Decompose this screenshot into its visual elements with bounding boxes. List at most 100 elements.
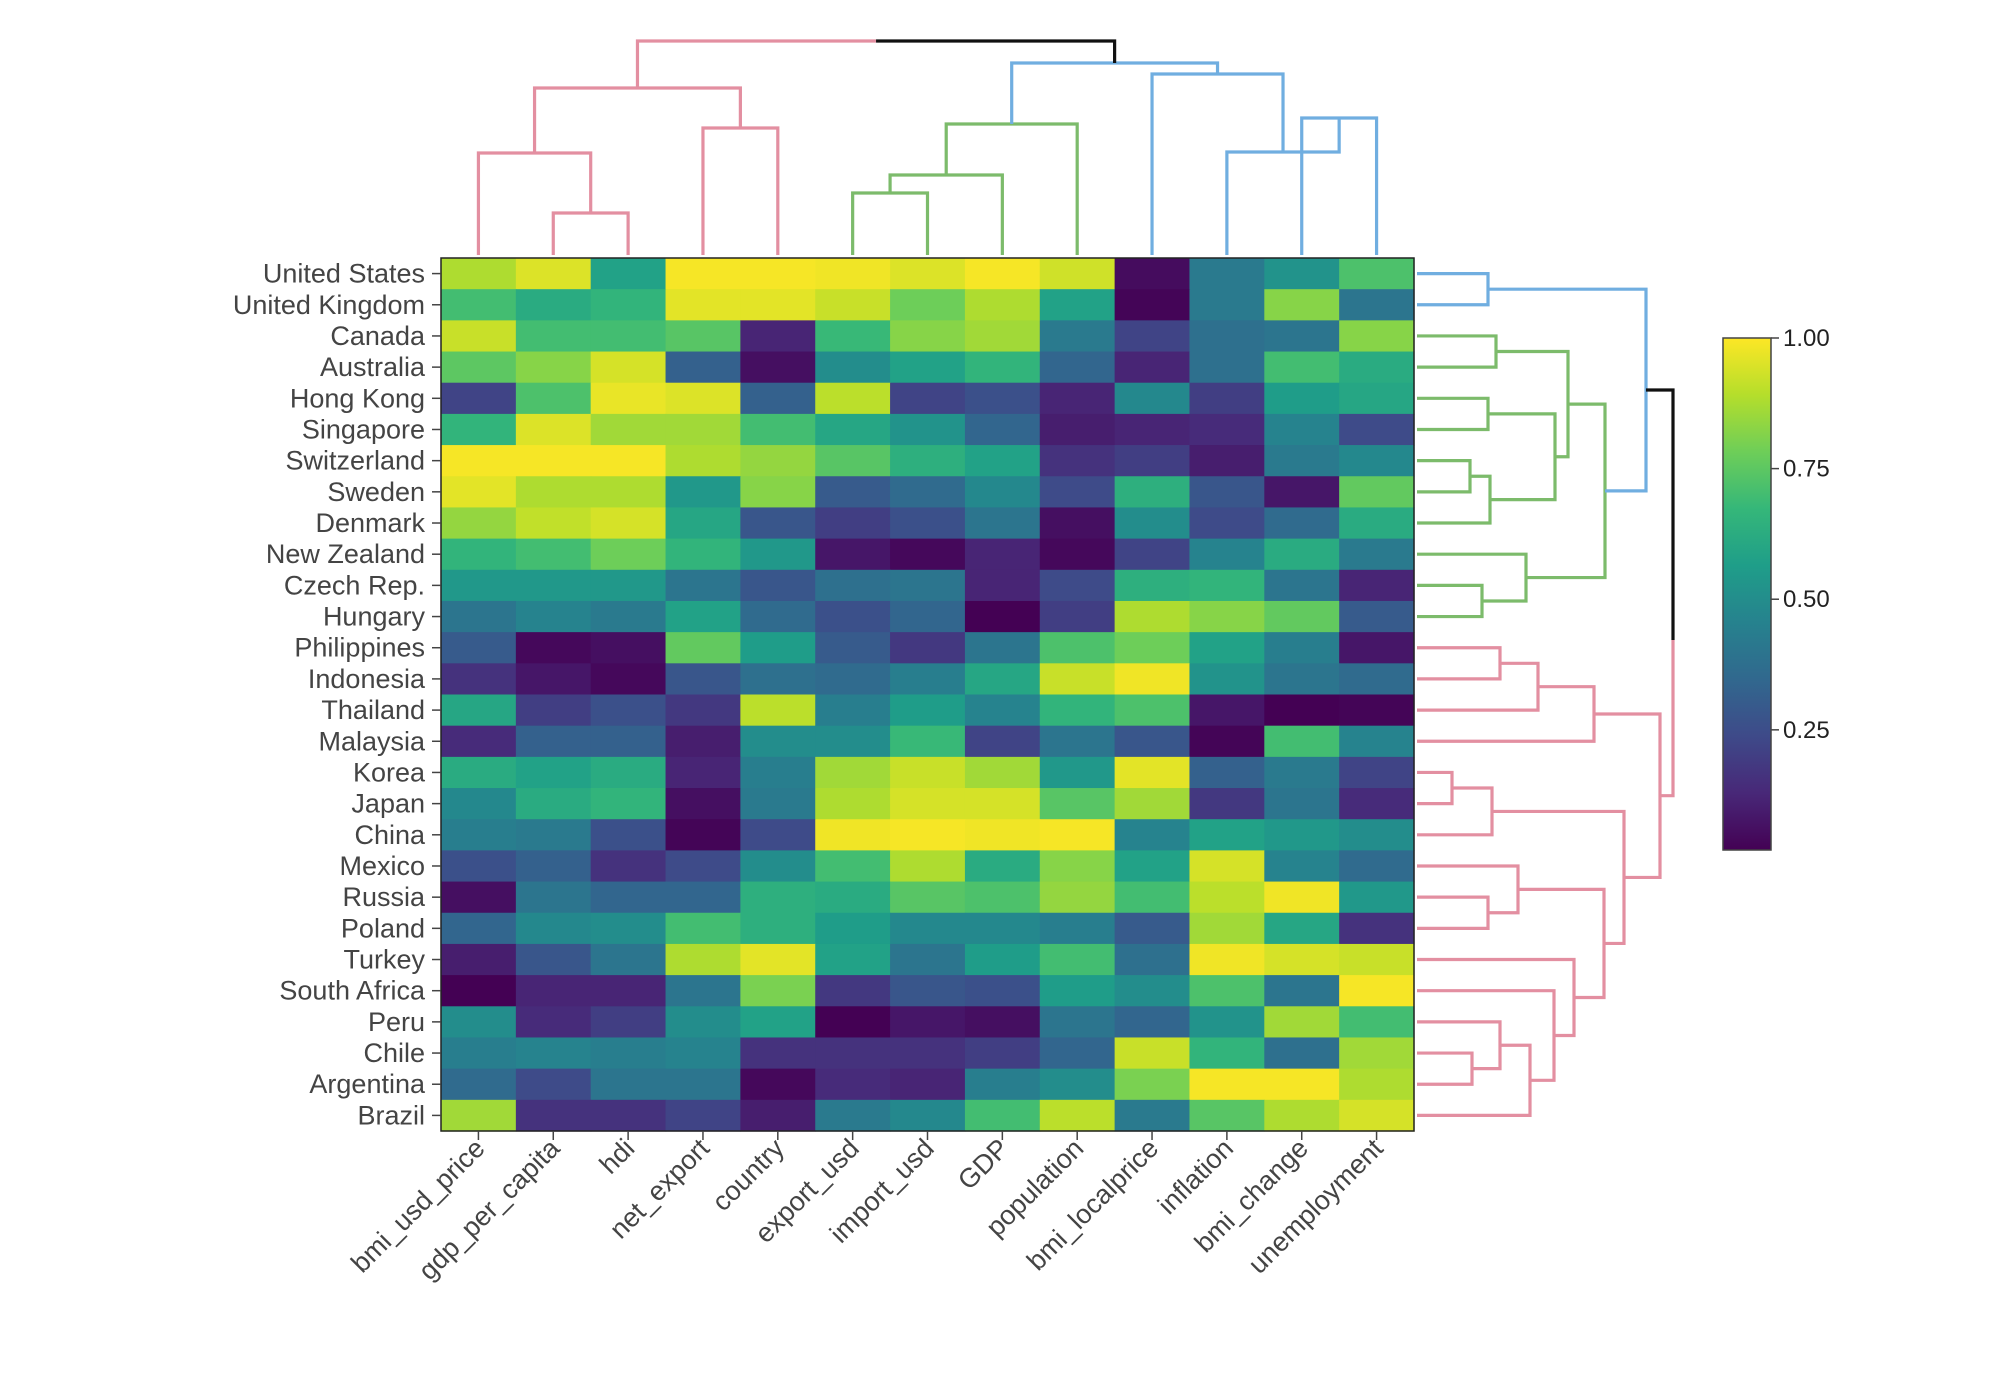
column-label: bmi_localprice xyxy=(1021,1133,1164,1276)
dendrogram-link xyxy=(1417,271,1490,307)
heatmap-cell xyxy=(590,538,667,571)
heatmap-cell xyxy=(441,289,517,321)
row-label: Canada xyxy=(330,321,426,351)
heatmap-cell xyxy=(665,289,741,321)
heatmap-cell xyxy=(1039,850,1116,883)
heatmap-cell xyxy=(740,289,816,321)
heatmap-cell xyxy=(740,1068,816,1101)
heatmap-cell xyxy=(1039,788,1116,820)
heatmap-cell xyxy=(665,975,741,1007)
heatmap-cell xyxy=(1189,788,1265,820)
heatmap-cell xyxy=(665,881,741,914)
heatmap-cell xyxy=(1264,819,1340,851)
heatmap-cell xyxy=(1039,600,1116,633)
heatmap-cell xyxy=(515,632,592,664)
heatmap-cell xyxy=(1264,788,1340,820)
heatmap-cell xyxy=(740,881,816,914)
heatmap-cell xyxy=(890,258,966,290)
heatmap-cell xyxy=(441,943,517,976)
dendrogram-link xyxy=(1417,459,1472,494)
heatmap-cell xyxy=(665,569,741,602)
heatmap-cell xyxy=(1039,663,1116,696)
heatmap-cell xyxy=(515,538,592,571)
heatmap-cell xyxy=(740,382,816,415)
heatmap-cell xyxy=(890,850,966,883)
heatmap-cell xyxy=(515,445,592,477)
colorbar-tick-label: 0.25 xyxy=(1783,717,1830,744)
dendrogram-link xyxy=(1496,349,1570,459)
heatmap-cell xyxy=(665,850,741,883)
heatmap-cell xyxy=(890,382,966,415)
heatmap-cell xyxy=(441,351,517,384)
heatmap-cell xyxy=(590,1068,667,1101)
heatmap-cell xyxy=(740,725,816,758)
heatmap-cell xyxy=(665,694,741,727)
heatmap-cell xyxy=(1039,445,1116,477)
row-label: United States xyxy=(263,259,425,289)
heatmap-cell xyxy=(1189,320,1265,353)
heatmap-cell xyxy=(964,1099,1041,1132)
heatmap-cell xyxy=(1339,1037,1415,1070)
heatmap-cell xyxy=(1339,538,1415,571)
heatmap-cell xyxy=(964,507,1041,540)
heatmap-cell xyxy=(515,289,592,321)
heatmap-cell xyxy=(1189,819,1265,851)
heatmap-cell xyxy=(964,663,1041,696)
heatmap-cell xyxy=(1339,445,1415,477)
heatmap-cell xyxy=(1039,1037,1116,1070)
row-label: Hungary xyxy=(323,602,426,632)
heatmap-cell xyxy=(1339,382,1415,415)
heatmap-cell xyxy=(815,600,891,633)
heatmap-cell xyxy=(590,476,667,509)
heatmap-cell xyxy=(1189,881,1265,914)
heatmap-cell xyxy=(441,507,517,540)
heatmap-cell xyxy=(1264,1068,1340,1101)
heatmap-cell xyxy=(441,881,517,914)
row-label: Peru xyxy=(368,1007,425,1037)
heatmap-cell xyxy=(1339,600,1415,633)
column-label: unemployment xyxy=(1242,1133,1389,1280)
heatmap-cell xyxy=(1039,382,1116,415)
heatmap-cell xyxy=(1264,600,1340,633)
heatmap-cell xyxy=(815,912,891,945)
dendrogram-link xyxy=(851,191,930,255)
dendrogram-link xyxy=(1417,786,1494,837)
heatmap-cell xyxy=(740,663,816,696)
heatmap-cell xyxy=(1339,694,1415,727)
heatmap-cell xyxy=(1264,694,1340,727)
heatmap-cell xyxy=(1189,725,1265,758)
heatmap-cell xyxy=(515,1006,592,1039)
heatmap-cell xyxy=(890,663,966,696)
heatmap-cell xyxy=(1039,413,1116,446)
heatmap-cell xyxy=(1114,788,1191,820)
heatmap-cell xyxy=(665,943,741,976)
heatmap-cell xyxy=(890,320,966,353)
heatmap-cell xyxy=(590,756,667,789)
dendrogram-link xyxy=(1660,640,1675,798)
dendrogram-link xyxy=(1488,412,1557,502)
heatmap-cell xyxy=(964,632,1041,664)
heatmap-cell xyxy=(964,600,1041,633)
heatmap-cell xyxy=(1039,725,1116,758)
heatmap-cell xyxy=(665,788,741,820)
dendrogram-link xyxy=(1646,388,1675,640)
heatmap-cell xyxy=(740,694,816,727)
heatmap-cell xyxy=(1264,632,1340,664)
heatmap-cell xyxy=(815,725,891,758)
heatmap-cell xyxy=(890,569,966,602)
heatmap-cell xyxy=(740,1037,816,1070)
row-label: Korea xyxy=(353,757,426,787)
heatmap-cell xyxy=(1114,912,1191,945)
heatmap-cell xyxy=(815,850,891,883)
heatmap-cell xyxy=(740,413,816,446)
heatmap-cell xyxy=(815,258,891,290)
heatmap-cell xyxy=(515,569,592,602)
heatmap-cell xyxy=(1039,538,1116,571)
heatmap-cell xyxy=(1339,258,1415,290)
heatmap-cell xyxy=(1039,1006,1116,1039)
heatmap-cell xyxy=(1339,289,1415,321)
heatmap-cell xyxy=(1264,569,1340,602)
heatmap-cell xyxy=(441,819,517,851)
heatmap-cell xyxy=(740,943,816,976)
